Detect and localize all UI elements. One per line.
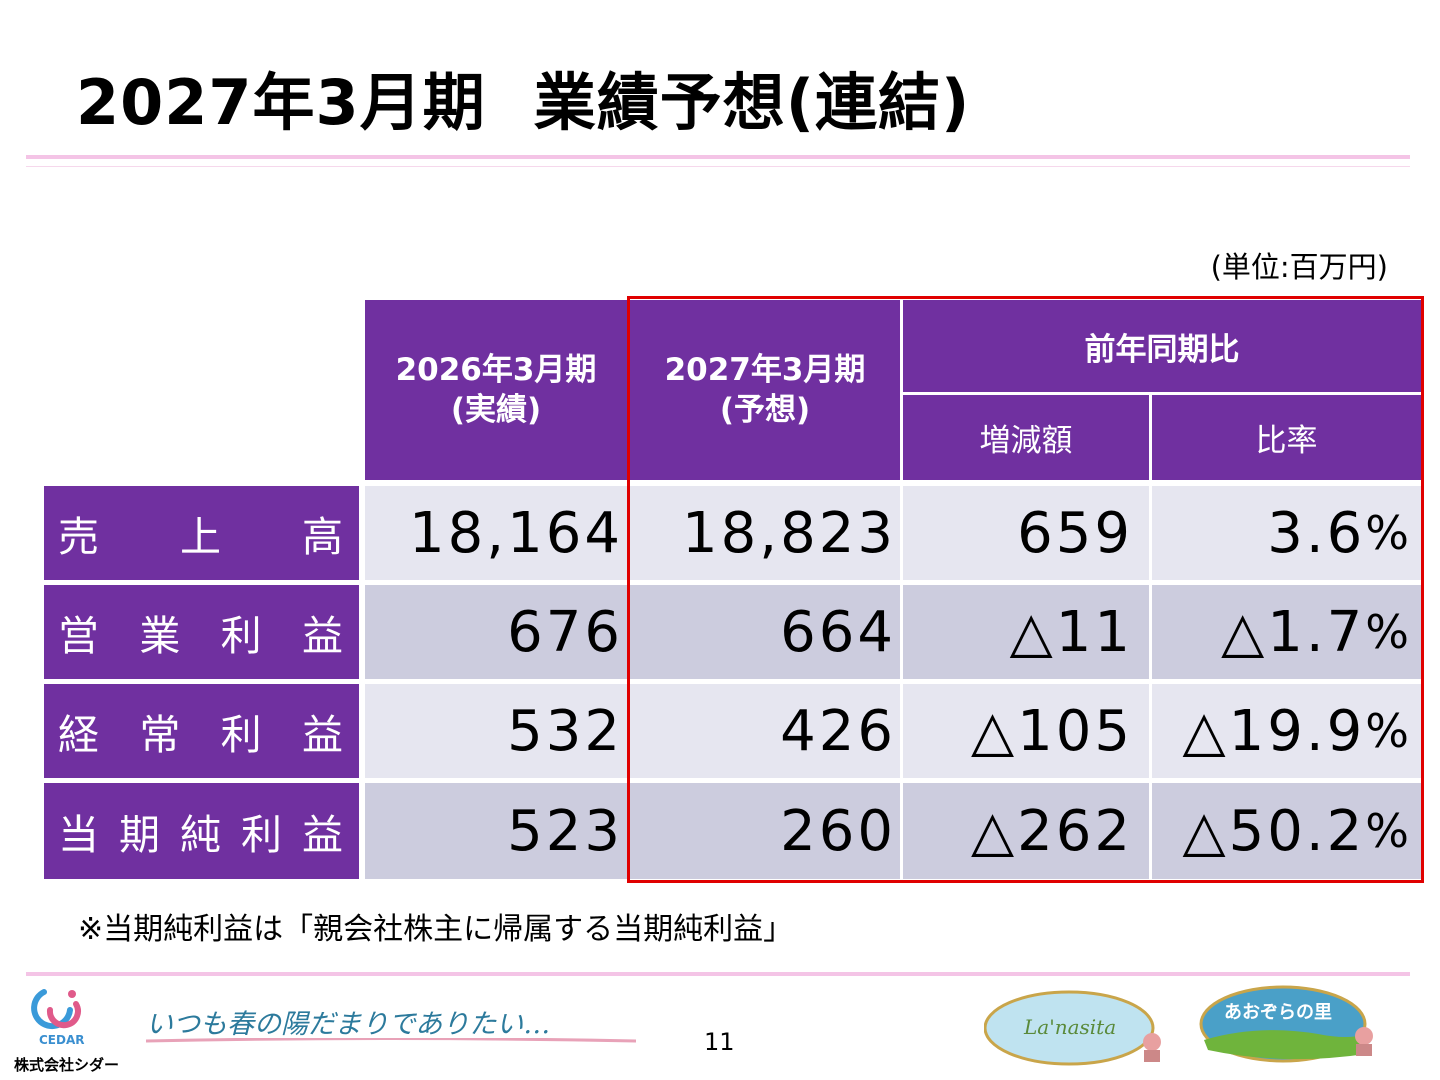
header-forecast: 2027年3月期 (予想) (630, 300, 900, 480)
row-label-ordinary-income: 経常利益 (44, 684, 359, 778)
cell-ordinary-ratio: △19.9% (1152, 684, 1421, 778)
percent-sign: % (1365, 704, 1409, 758)
cell-operating-forecast: 664 (630, 585, 900, 679)
logo-text: CEDAR (39, 1033, 85, 1047)
percent-sign: % (1365, 506, 1409, 560)
header-ratio: 比率 (1152, 395, 1421, 480)
aozora-badge-icon: あおぞらの里 (1199, 985, 1373, 1063)
cell-ordinary-diff: △105 (903, 684, 1149, 778)
cell-net-forecast: 260 (630, 783, 900, 879)
title-period: 2027年3月期 (76, 66, 486, 139)
cell-sales-ratio: 3.6% (1152, 486, 1421, 580)
cell-net-ratio: △50.2% (1152, 783, 1421, 879)
ratio-value: △50.2 (1182, 798, 1366, 864)
title-divider (26, 155, 1410, 159)
row-label-text: 売上高 (58, 513, 345, 561)
header-forecast-line2: (予想) (719, 392, 811, 428)
cell-ordinary-forecast: 426 (630, 684, 900, 778)
cell-net-prev: 523 (365, 783, 627, 879)
row-label-net-income: 当期純利益 (44, 783, 359, 879)
row-label-text: 経常利益 (58, 711, 345, 759)
cell-sales-prev: 18,164 (365, 486, 627, 580)
company-name: 株式会社シダー (14, 1056, 120, 1074)
slogan-underline (146, 1038, 636, 1043)
header-prev-year-line2: (実績) (450, 392, 542, 428)
slogan: いつも春の陽だまりでありたい… (146, 1009, 551, 1040)
cell-sales-diff: 659 (903, 486, 1149, 580)
ratio-value: 3.6 (1267, 500, 1366, 566)
page-number: 11 (704, 1028, 735, 1056)
cell-ordinary-prev: 532 (365, 684, 627, 778)
footer-divider (26, 972, 1410, 976)
ratio-value: △19.9 (1182, 698, 1366, 764)
header-forecast-line1: 2027年3月期 (664, 352, 866, 388)
ratio-value: △1.7 (1221, 599, 1366, 665)
cedar-logo-icon (31, 989, 81, 1030)
percent-sign: % (1365, 804, 1409, 858)
badge1-text: La'nasita (1023, 1015, 1116, 1039)
unit-label: (単位:百万円) (1210, 250, 1388, 284)
lanasita-badge-icon: La'nasita (984, 990, 1161, 1066)
header-diff: 増減額 (903, 395, 1149, 480)
header-prev-year-line1: 2026年3月期 (395, 352, 597, 388)
footnote: ※当期純利益は「親会社株主に帰属する当期純利益」 (78, 912, 794, 947)
badge2-text: あおぞらの里 (1224, 1002, 1332, 1023)
row-label-operating-income: 営業利益 (44, 585, 359, 679)
row-label-text: 営業利益 (58, 612, 345, 660)
cell-sales-forecast: 18,823 (630, 486, 900, 580)
header-yoy: 前年同期比 (903, 300, 1421, 392)
title-divider-thin (26, 166, 1410, 167)
header-prev-year: 2026年3月期 (実績) (365, 300, 627, 480)
row-label-text: 当期純利益 (58, 811, 345, 859)
cell-net-diff: △262 (903, 783, 1149, 879)
title-subject: 業績予想(連結) (533, 66, 971, 139)
cell-operating-prev: 676 (365, 585, 627, 679)
cell-operating-ratio: △1.7% (1152, 585, 1421, 679)
row-label-sales: 売上高 (44, 486, 359, 580)
page-title: 2027年3月期 業績予想(連結) (76, 52, 970, 142)
cell-operating-diff: △11 (903, 585, 1149, 679)
percent-sign: % (1365, 605, 1409, 659)
